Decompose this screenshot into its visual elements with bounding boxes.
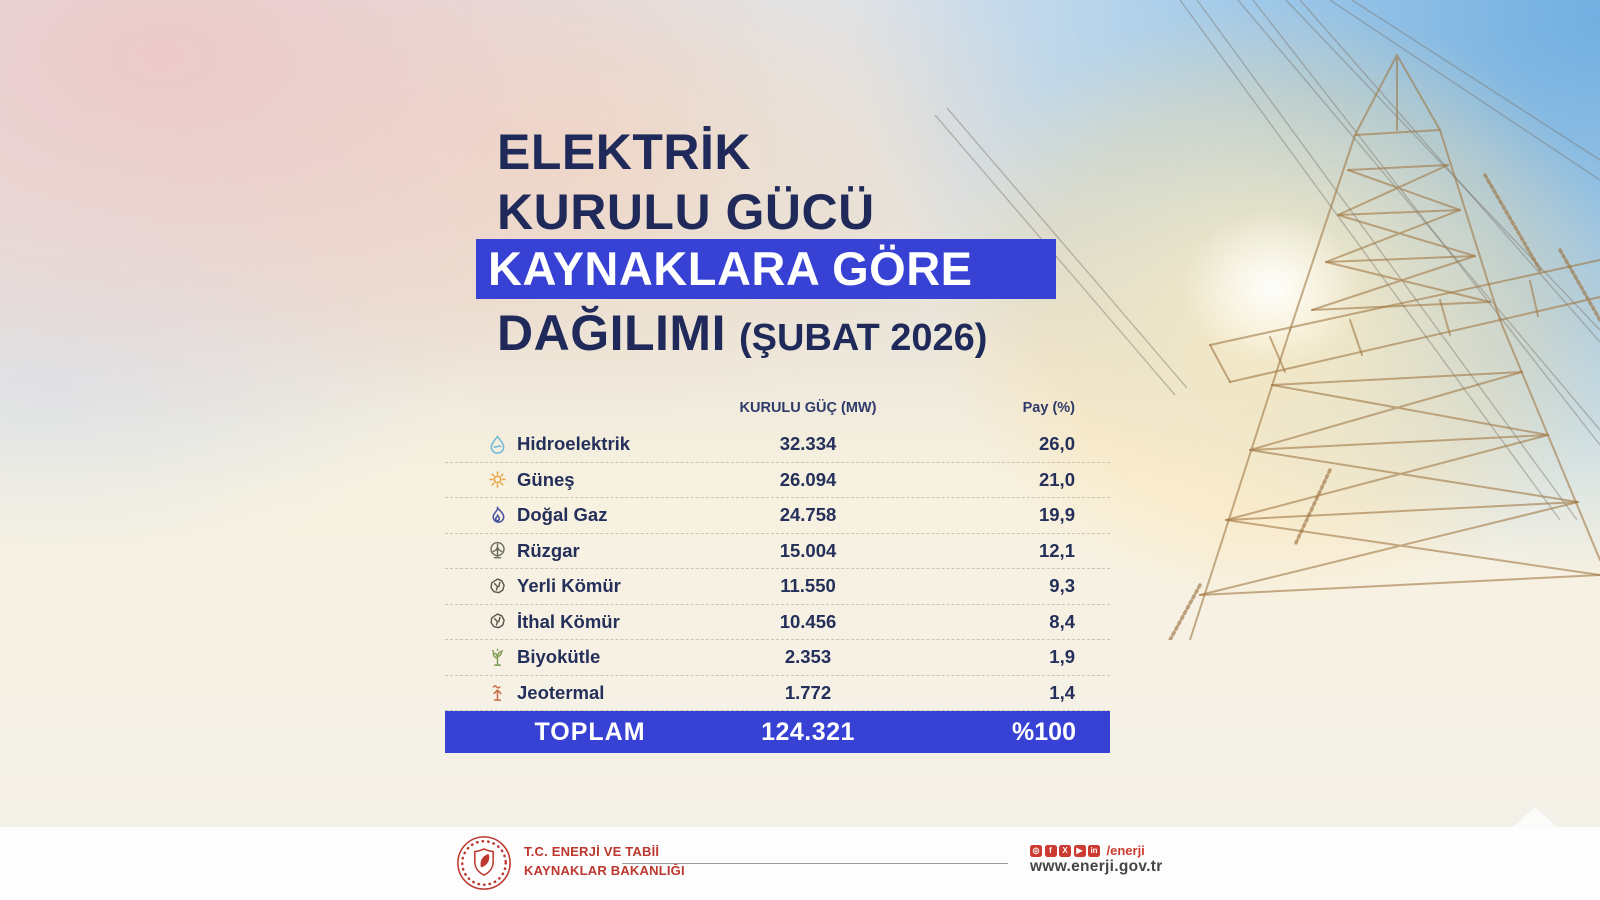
row-share: 1,9: [1049, 646, 1075, 668]
row-label: Rüzgar: [517, 539, 580, 561]
biomass-icon: [492, 648, 503, 666]
total-label: TOPLAM: [534, 718, 646, 746]
row-capacity: 15.004: [779, 539, 837, 561]
coal-icon: [490, 613, 505, 629]
transmission-tower-photo: [934, 0, 1600, 640]
youtube-icon: ▶: [1073, 844, 1086, 857]
row-label: Biyokütle: [517, 646, 601, 668]
title-highlight: KAYNAKLARA GÖRE: [476, 239, 1056, 299]
row-share: 9,3: [1049, 575, 1075, 597]
table-row-biyokutle: Biyokütle 2.353 1,9: [445, 640, 1110, 676]
instagram-icon: ◎: [1030, 844, 1042, 857]
row-share: 19,9: [1038, 504, 1075, 526]
total-capacity: 124.321: [761, 718, 855, 746]
website-url: www.enerji.gov.tr: [1030, 858, 1163, 875]
row-label: Yerli Kömür: [517, 575, 621, 597]
footer-bar: T.C. ENERJİ VE TABİİ KAYNAKLAR BAKANLIĞI…: [0, 827, 1600, 900]
row-capacity: 1.772: [784, 681, 832, 703]
wind-turbine-icon: [490, 542, 505, 559]
gas-flame-icon: [492, 506, 505, 523]
row-label: Hidroelektrik: [517, 433, 631, 455]
title-line-4: DAĞILIMI (ŞUBAT 2026): [497, 308, 987, 358]
ministry-name-line1: T.C. ENERJİ VE TABİİ: [524, 844, 660, 859]
title-line-4-main: DAĞILIMI: [497, 305, 726, 361]
footer-divider: [622, 863, 1008, 864]
row-share: 26,0: [1038, 433, 1075, 455]
row-capacity: 2.353: [784, 646, 832, 668]
capacity-column-header: KURULU GÜÇ (MW): [739, 400, 877, 416]
ministry-logo: [457, 836, 511, 890]
geothermal-icon: [492, 685, 502, 702]
table-row-ruzgar: Rüzgar 15.004 12,1: [445, 534, 1110, 569]
row-capacity: 32.334: [779, 433, 837, 455]
row-capacity: 24.758: [779, 504, 837, 526]
coal-icon: [490, 578, 505, 594]
table-row-hidroelektrik: Hidroelektrik 32.334 26,0: [445, 427, 1110, 463]
row-capacity: 26.094: [779, 468, 837, 490]
table-row-ithal-komur: İthal Kömür 10.456 8,4: [445, 605, 1110, 640]
social-row: ◎ f X ▶ in /enerji: [1030, 843, 1145, 858]
row-label: İthal Kömür: [517, 610, 620, 632]
row-capacity: 10.456: [779, 610, 837, 632]
table-header: KURULU GÜÇ (MW) Pay (%): [445, 394, 1110, 427]
ministry-name: T.C. ENERJİ VE TABİİ KAYNAKLAR BAKANLIĞI: [524, 843, 685, 881]
row-capacity: 11.550: [780, 575, 836, 597]
row-label: Doğal Gaz: [517, 504, 608, 526]
row-share: 8,4: [1049, 610, 1075, 632]
row-label: Jeotermal: [517, 681, 605, 703]
row-share: 1,4: [1049, 681, 1075, 703]
table-row-yerli-komur: Yerli Kömür 11.550 9,3: [445, 569, 1110, 605]
title-line-1: ELEKTRİK: [497, 124, 751, 180]
row-share: 21,0: [1038, 468, 1075, 490]
ministry-name-line2: KAYNAKLAR BAKANLIĞI: [524, 862, 685, 878]
sun-icon: [489, 471, 506, 488]
linkedin-icon: in: [1088, 844, 1100, 857]
title-line-2: KURULU GÜCÜ: [497, 184, 875, 240]
x-icon: X: [1059, 844, 1071, 857]
social-handle: /enerji: [1106, 843, 1145, 858]
table-row-dogal-gaz: Doğal Gaz 24.758 19,9: [445, 498, 1110, 534]
table-row-gunes: Güneş 26.094 21,0: [445, 463, 1110, 498]
water-drop-icon: [490, 435, 505, 454]
footer-peak-decoration: [1513, 807, 1557, 827]
capacity-table: KURULU GÜÇ (MW) Pay (%) Hidroelektrik 32…: [445, 394, 1110, 753]
share-column-header: Pay (%): [1022, 400, 1075, 416]
row-label: Güneş: [517, 468, 575, 490]
facebook-icon: f: [1044, 844, 1057, 857]
total-row: TOPLAM 124.321 %100: [445, 711, 1110, 753]
total-share: %100: [1012, 718, 1076, 746]
row-share: 12,1: [1038, 539, 1075, 561]
table-row-jeotermal: Jeotermal 1.772 1,4: [445, 676, 1110, 711]
title-date: (ŞUBAT 2026): [738, 317, 988, 359]
